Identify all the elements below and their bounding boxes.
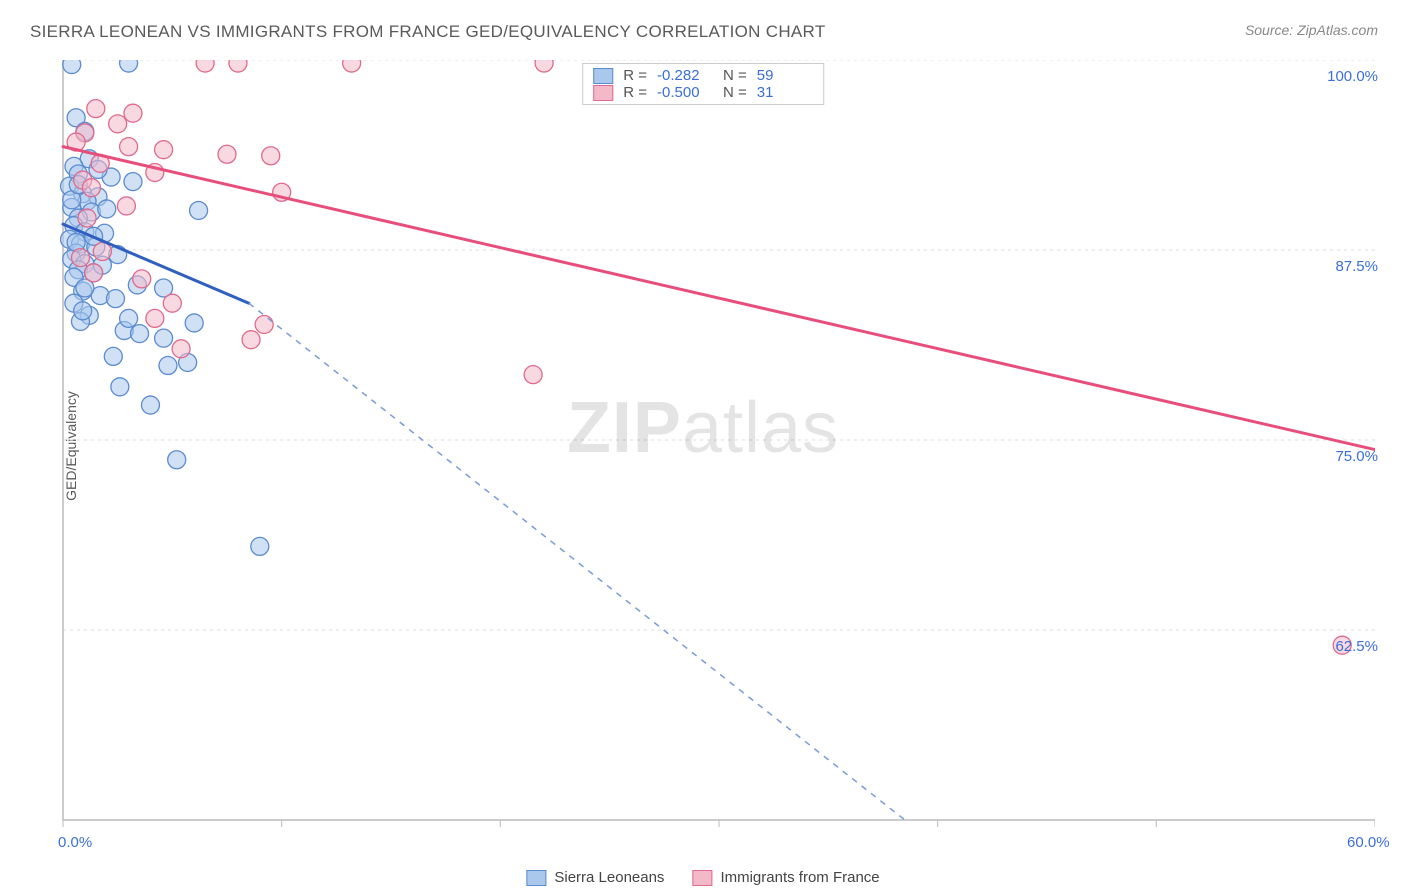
scatter-point xyxy=(524,366,542,384)
legend-swatch-pink xyxy=(593,85,613,101)
y-tick-label: 75.0% xyxy=(1335,448,1378,465)
y-tick-label: 100.0% xyxy=(1327,68,1378,85)
trend-line-dashed xyxy=(249,303,905,820)
chart-source: Source: ZipAtlas.com xyxy=(1245,22,1378,38)
scatter-point xyxy=(124,173,142,191)
scatter-point xyxy=(168,451,186,469)
scatter-point xyxy=(343,60,361,72)
scatter-point xyxy=(229,60,247,72)
scatter-point xyxy=(262,147,280,165)
scatter-point xyxy=(120,138,138,156)
n-label: N = xyxy=(723,84,747,101)
r-label: R = xyxy=(623,84,647,101)
legend-swatch-pink xyxy=(692,870,712,886)
x-tick-label: 0.0% xyxy=(58,834,92,851)
trend-line xyxy=(63,147,1375,453)
scatter-point xyxy=(63,60,81,74)
source-label: Source: xyxy=(1245,22,1293,38)
scatter-point xyxy=(242,331,260,349)
scatter-point xyxy=(85,264,103,282)
chart-title: SIERRA LEONEAN VS IMMIGRANTS FROM FRANCE… xyxy=(30,22,826,42)
scatter-point xyxy=(71,249,89,267)
scatter-point xyxy=(133,270,151,288)
legend-stats-row: R = -0.500 N = 31 xyxy=(593,84,813,101)
scatter-point xyxy=(111,378,129,396)
y-tick-label: 62.5% xyxy=(1335,638,1378,655)
scatter-point xyxy=(98,200,116,218)
scatter-point xyxy=(78,209,96,227)
scatter-point xyxy=(82,179,100,197)
scatter-point xyxy=(106,290,124,308)
scatter-point xyxy=(120,309,138,327)
scatter-point xyxy=(155,329,173,347)
scatter-point xyxy=(109,115,127,133)
scatter-chart xyxy=(55,60,1375,830)
scatter-point xyxy=(117,197,135,215)
scatter-point xyxy=(172,340,190,358)
legend-series: Sierra Leoneans Immigrants from France xyxy=(526,869,879,886)
legend-item: Sierra Leoneans xyxy=(526,869,664,886)
x-tick-label: 60.0% xyxy=(1347,834,1390,851)
scatter-point xyxy=(131,325,149,343)
r-value: -0.282 xyxy=(657,67,713,84)
scatter-point xyxy=(535,60,553,72)
scatter-point xyxy=(185,314,203,332)
n-label: N = xyxy=(723,67,747,84)
r-value: -0.500 xyxy=(657,84,713,101)
source-value: ZipAtlas.com xyxy=(1297,22,1378,38)
r-label: R = xyxy=(623,67,647,84)
scatter-point xyxy=(251,537,269,555)
legend-label: Sierra Leoneans xyxy=(554,869,664,886)
legend-item: Immigrants from France xyxy=(692,869,879,886)
scatter-point xyxy=(190,201,208,219)
scatter-point xyxy=(155,141,173,159)
scatter-point xyxy=(141,396,159,414)
scatter-point xyxy=(255,315,273,333)
legend-swatch-blue xyxy=(593,68,613,84)
legend-swatch-blue xyxy=(526,870,546,886)
scatter-point xyxy=(146,309,164,327)
legend-label: Immigrants from France xyxy=(720,869,879,886)
scatter-point xyxy=(74,302,92,320)
scatter-point xyxy=(104,347,122,365)
y-tick-label: 87.5% xyxy=(1335,258,1378,275)
scatter-point xyxy=(196,60,214,72)
chart-area xyxy=(55,60,1375,830)
n-value: 59 xyxy=(757,67,813,84)
scatter-point xyxy=(87,100,105,118)
scatter-point xyxy=(159,357,177,375)
scatter-point xyxy=(120,60,138,72)
legend-stats-row: R = -0.282 N = 59 xyxy=(593,67,813,84)
n-value: 31 xyxy=(757,84,813,101)
scatter-point xyxy=(124,104,142,122)
legend-stats: R = -0.282 N = 59 R = -0.500 N = 31 xyxy=(582,63,824,105)
scatter-point xyxy=(163,294,181,312)
scatter-point xyxy=(218,145,236,163)
scatter-point xyxy=(93,243,111,261)
